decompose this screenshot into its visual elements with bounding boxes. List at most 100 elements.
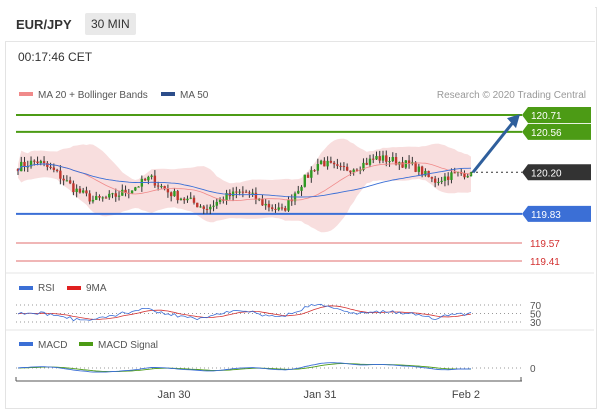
candle-body xyxy=(65,180,69,182)
rsi-level-label-50: 50 xyxy=(530,310,542,321)
candle-body xyxy=(95,196,98,200)
level-label-120.20: 120.20 xyxy=(531,168,562,179)
candle-body xyxy=(78,188,82,193)
candle-body xyxy=(42,161,46,164)
candle-body xyxy=(166,189,170,193)
candle-body xyxy=(453,172,456,174)
candle-body xyxy=(326,160,329,167)
ma20-line xyxy=(17,162,472,202)
candle-body xyxy=(303,174,306,187)
candle-body xyxy=(446,176,450,180)
candle-body xyxy=(160,186,163,188)
candle-body xyxy=(248,192,251,194)
candle-body xyxy=(85,190,88,194)
rsi-legend: RSI xyxy=(38,283,55,294)
candle-body xyxy=(355,169,359,171)
rsi-level-label-30: 30 xyxy=(530,318,542,329)
candle-body xyxy=(150,175,153,177)
candle-body xyxy=(280,207,284,209)
candle-body xyxy=(349,170,352,173)
candle-body xyxy=(466,176,469,178)
rsi-ma-legend: 9MA xyxy=(86,283,107,294)
candle-body xyxy=(98,196,101,198)
candle-body xyxy=(310,170,313,178)
candle-body xyxy=(261,199,264,206)
candle-body xyxy=(450,172,453,180)
candle-body xyxy=(121,189,124,196)
candle-body xyxy=(257,199,261,201)
candle-body xyxy=(163,186,166,190)
ma50-legend-swatch xyxy=(161,92,175,96)
candle-body xyxy=(469,172,473,177)
candle-body xyxy=(388,161,391,163)
candle-body xyxy=(212,205,215,207)
forecast-line xyxy=(471,120,516,174)
candle-body xyxy=(463,173,466,178)
candle-body xyxy=(81,190,85,193)
bollinger-bands xyxy=(18,138,471,233)
candle-body xyxy=(254,192,258,200)
candle-body xyxy=(218,199,222,202)
candle-body xyxy=(401,162,404,168)
candle-body xyxy=(169,192,173,197)
level-tag-120.71 xyxy=(522,107,591,123)
candle-body xyxy=(124,189,127,194)
candle-body xyxy=(381,155,385,161)
timeframe-button[interactable]: 30 MIN xyxy=(85,13,136,35)
candle-body xyxy=(137,186,140,188)
candle-body xyxy=(117,195,121,197)
candle-body xyxy=(342,166,346,168)
candle-body xyxy=(209,206,212,210)
candle-body xyxy=(196,202,199,208)
candle-body xyxy=(55,169,59,171)
rsi-ma-legend-swatch xyxy=(67,286,81,290)
rsi-line xyxy=(17,303,472,322)
level-label-120.56: 120.56 xyxy=(531,128,562,139)
candle-body xyxy=(235,191,238,193)
candle-body xyxy=(365,162,368,165)
candle-body xyxy=(231,191,235,197)
candle-body xyxy=(251,192,254,194)
candle-body xyxy=(244,191,248,193)
candle-body xyxy=(430,177,434,179)
candle-body xyxy=(39,161,43,163)
candle-body xyxy=(300,186,303,191)
candle-body xyxy=(49,166,52,168)
candle-body xyxy=(225,193,228,201)
candle-body xyxy=(375,156,378,160)
candle-body xyxy=(111,193,114,195)
candle-body xyxy=(319,160,323,165)
candle-body xyxy=(267,203,271,208)
candle-body xyxy=(345,166,349,171)
rsi-legend-swatch xyxy=(19,286,33,290)
candle-body xyxy=(433,178,437,183)
candle-body xyxy=(88,193,91,202)
candle-body xyxy=(238,191,241,193)
candle-body xyxy=(391,157,394,162)
chart-header: EUR/JPY 30 MIN xyxy=(5,7,595,42)
candle-body xyxy=(29,160,33,167)
candle-body xyxy=(215,201,218,206)
candle-body xyxy=(385,155,388,162)
candles xyxy=(16,150,473,215)
x-tick-label: Feb 2 xyxy=(452,389,480,401)
candle-body xyxy=(33,160,36,162)
candle-body xyxy=(153,175,157,186)
ma50-line xyxy=(17,163,472,198)
candle-body xyxy=(173,191,176,197)
candle-body xyxy=(336,164,339,166)
macd-signal-legend: MACD Signal xyxy=(98,340,158,351)
candle-body xyxy=(443,176,447,181)
candle-body xyxy=(143,178,147,181)
candle-body xyxy=(183,198,186,201)
candle-body xyxy=(306,174,310,178)
candle-body xyxy=(394,157,398,165)
candle-body xyxy=(271,207,274,209)
candle-body xyxy=(104,197,108,199)
candle-body xyxy=(456,171,460,173)
candle-body xyxy=(62,178,65,181)
moving-averages xyxy=(17,162,472,202)
level-label-119.83: 119.83 xyxy=(531,210,561,221)
candle-body xyxy=(352,169,355,173)
